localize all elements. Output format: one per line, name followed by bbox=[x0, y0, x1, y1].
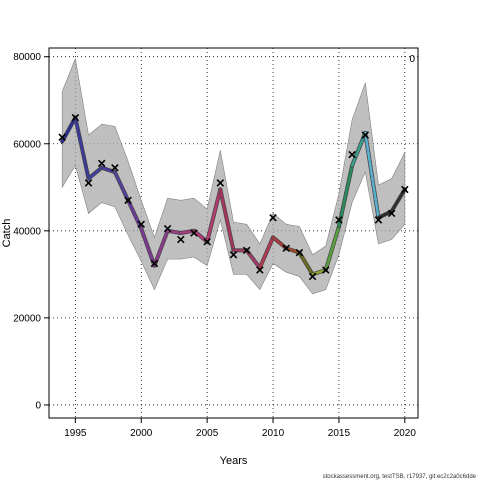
x-axis: 1995 2000 2005 2010 2015 2020 bbox=[64, 418, 416, 439]
observed-point bbox=[387, 209, 396, 218]
fit-segment bbox=[100, 166, 117, 174]
x-tick-label: 1995 bbox=[64, 428, 87, 439]
observed-point bbox=[282, 244, 290, 253]
observed-point bbox=[124, 196, 132, 205]
x-tick-label: 2010 bbox=[262, 428, 285, 439]
fit-segment bbox=[324, 225, 341, 272]
fit-segment bbox=[219, 188, 235, 252]
fit-segment bbox=[60, 116, 77, 143]
fit-segment bbox=[126, 199, 143, 230]
footer-text: stockassessment.org, testTSB, r17937, gi… bbox=[323, 474, 477, 480]
fit-segment bbox=[139, 227, 156, 267]
observed-catch-points bbox=[58, 113, 409, 281]
observed-point bbox=[335, 216, 343, 224]
fit-segment bbox=[258, 236, 275, 270]
y-tick-label: 60000 bbox=[13, 139, 41, 150]
y-tick-label: 20000 bbox=[13, 313, 41, 324]
observed-point bbox=[308, 272, 317, 281]
observed-point bbox=[242, 246, 251, 255]
observed-point bbox=[361, 131, 370, 139]
observed-point bbox=[163, 224, 172, 233]
observed-point bbox=[374, 216, 383, 224]
observed-point bbox=[269, 213, 277, 222]
fit-segment bbox=[205, 188, 222, 244]
observed-point bbox=[58, 133, 66, 142]
observed-point bbox=[295, 248, 304, 257]
fit-segment bbox=[284, 246, 301, 254]
y-axis: 0 20000 40000 60000 80000 bbox=[13, 52, 49, 411]
observed-point bbox=[401, 185, 409, 194]
x-tick-label: 2015 bbox=[328, 428, 351, 439]
corner-label: 0 bbox=[409, 54, 415, 65]
x-tick-label: 2005 bbox=[196, 428, 219, 439]
fit-segment bbox=[87, 166, 104, 180]
observed-point bbox=[111, 163, 119, 172]
observed-point bbox=[229, 250, 238, 259]
fit-segment bbox=[298, 251, 314, 276]
observed-point bbox=[216, 179, 225, 187]
fit-segment bbox=[153, 229, 169, 267]
fit-segment bbox=[337, 164, 354, 228]
observed-point bbox=[137, 220, 146, 229]
plot-frame bbox=[48, 47, 419, 419]
observed-point bbox=[321, 266, 330, 274]
observed-point bbox=[177, 235, 185, 244]
observed-point bbox=[71, 113, 80, 122]
x-axis-title: Years bbox=[220, 455, 248, 467]
fit-segment bbox=[113, 170, 130, 202]
x-tick-label: 2000 bbox=[130, 428, 153, 439]
observed-point bbox=[256, 266, 264, 274]
y-tick-label: 80000 bbox=[13, 52, 41, 63]
observed-point bbox=[203, 237, 211, 246]
observed-point bbox=[190, 229, 198, 237]
x-tick-label: 2020 bbox=[394, 428, 417, 439]
fit-segment bbox=[74, 116, 90, 180]
observed-point bbox=[150, 259, 159, 268]
fit-segment bbox=[390, 188, 407, 213]
y-tick-label: 0 bbox=[35, 400, 41, 411]
observed-point bbox=[97, 159, 106, 168]
observed-point bbox=[348, 150, 356, 159]
observed-point bbox=[84, 179, 93, 187]
fit-segment bbox=[363, 131, 380, 220]
confidence-band bbox=[61, 57, 406, 295]
y-tick-label: 40000 bbox=[13, 226, 41, 237]
y-axis-title: Catch bbox=[1, 219, 13, 248]
